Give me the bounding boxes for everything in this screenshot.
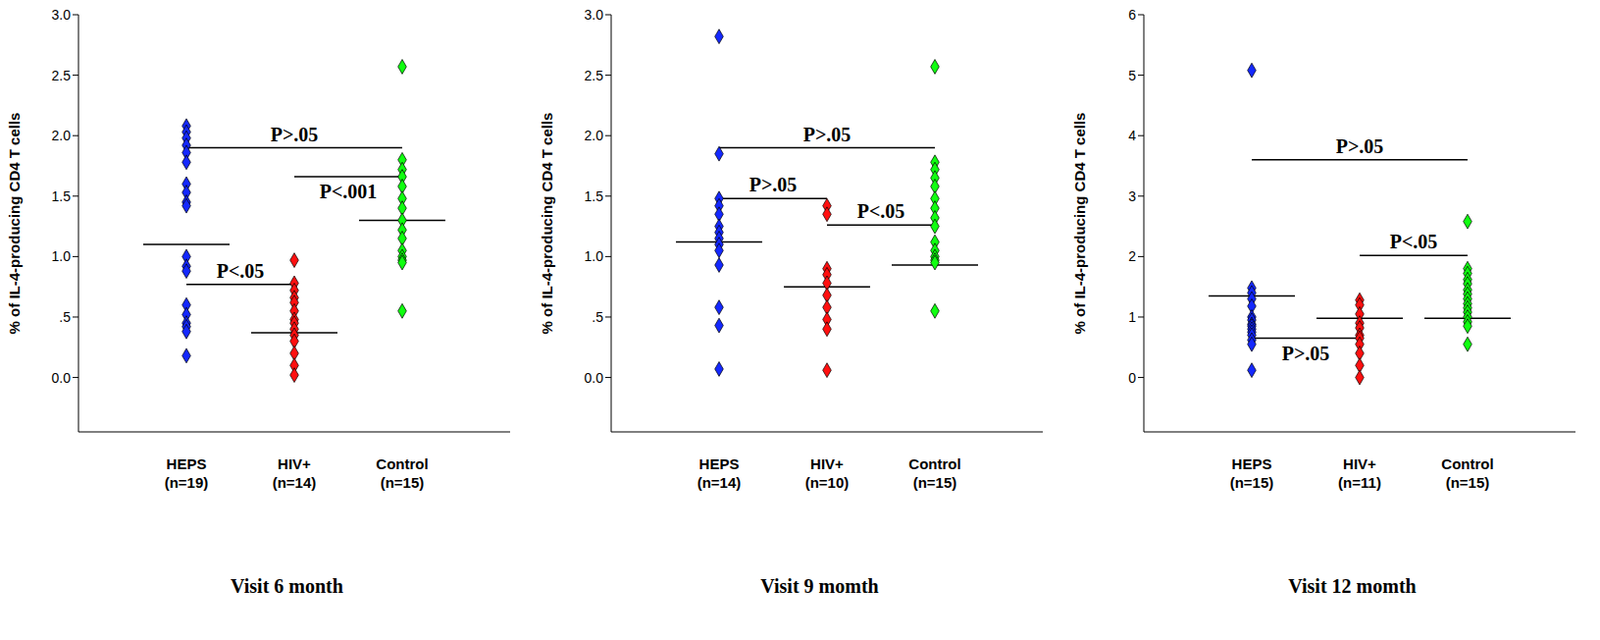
svg-text:2.5: 2.5 [584, 67, 605, 84]
svg-text:Control(n=15): Control(n=15) [908, 455, 961, 491]
svg-text:4: 4 [1128, 127, 1136, 144]
svg-text:P>.05: P>.05 [1282, 342, 1331, 364]
svg-text:Control(n=15): Control(n=15) [1441, 455, 1494, 491]
svg-text:HIV+(n=14): HIV+(n=14) [272, 455, 317, 491]
svg-text:1.0: 1.0 [51, 248, 72, 264]
svg-text:P<.05: P<.05 [1390, 230, 1439, 253]
svg-text:3: 3 [1128, 188, 1136, 205]
svg-text:1.5: 1.5 [51, 188, 72, 205]
svg-text:P<.05: P<.05 [857, 200, 906, 222]
svg-text:% of IL-4-producing CD4 T cell: % of IL-4-producing CD4 T cells [5, 112, 23, 335]
svg-text:0: 0 [1128, 369, 1136, 386]
svg-text:HEPS(n=15): HEPS(n=15) [1230, 455, 1275, 491]
svg-text:.5: .5 [591, 309, 604, 325]
html-text:Visit 6 month: Visit 6 month [230, 574, 344, 597]
svg-text:3.0: 3.0 [51, 6, 72, 23]
svg-text:P>.05: P>.05 [803, 123, 852, 146]
svg-text:% of IL-4-producing CD4 T cell: % of IL-4-producing CD4 T cells [538, 112, 556, 335]
svg-text:1: 1 [1128, 309, 1136, 325]
svg-text:HIV+(n=10): HIV+(n=10) [805, 455, 850, 491]
html-text:Visit 12 momth: Visit 12 momth [1288, 574, 1417, 597]
svg-text:HEPS(n=19): HEPS(n=19) [164, 455, 209, 491]
svg-text:% of IL-4-producing CD4 T cell: % of IL-4-producing CD4 T cells [1071, 112, 1088, 335]
svg-text:P>.05: P>.05 [749, 173, 798, 196]
html-text:Visit 9 momth: Visit 9 momth [760, 574, 879, 597]
svg-text:P<.001: P<.001 [319, 180, 378, 203]
svg-text:1.5: 1.5 [584, 188, 605, 205]
svg-text:5: 5 [1128, 67, 1136, 84]
svg-text:P>.05: P>.05 [1336, 135, 1385, 157]
svg-text:0.0: 0.0 [584, 369, 605, 386]
svg-text:6: 6 [1128, 6, 1136, 23]
svg-text:2.0: 2.0 [584, 127, 605, 144]
svg-text:P<.05: P<.05 [216, 259, 265, 282]
svg-text:2.0: 2.0 [51, 127, 72, 144]
svg-text:2.5: 2.5 [51, 67, 72, 84]
svg-text:2: 2 [1128, 248, 1136, 264]
svg-text:3.0: 3.0 [584, 6, 605, 23]
svg-text:1.0: 1.0 [584, 248, 605, 264]
svg-text:.5: .5 [58, 309, 71, 325]
svg-text:Control(n=15): Control(n=15) [375, 455, 428, 491]
svg-text:0.0: 0.0 [51, 369, 72, 386]
svg-text:P>.05: P>.05 [270, 123, 319, 146]
svg-text:HIV+(n=11): HIV+(n=11) [1338, 455, 1382, 491]
svg-text:HEPS(n=14): HEPS(n=14) [697, 455, 742, 491]
